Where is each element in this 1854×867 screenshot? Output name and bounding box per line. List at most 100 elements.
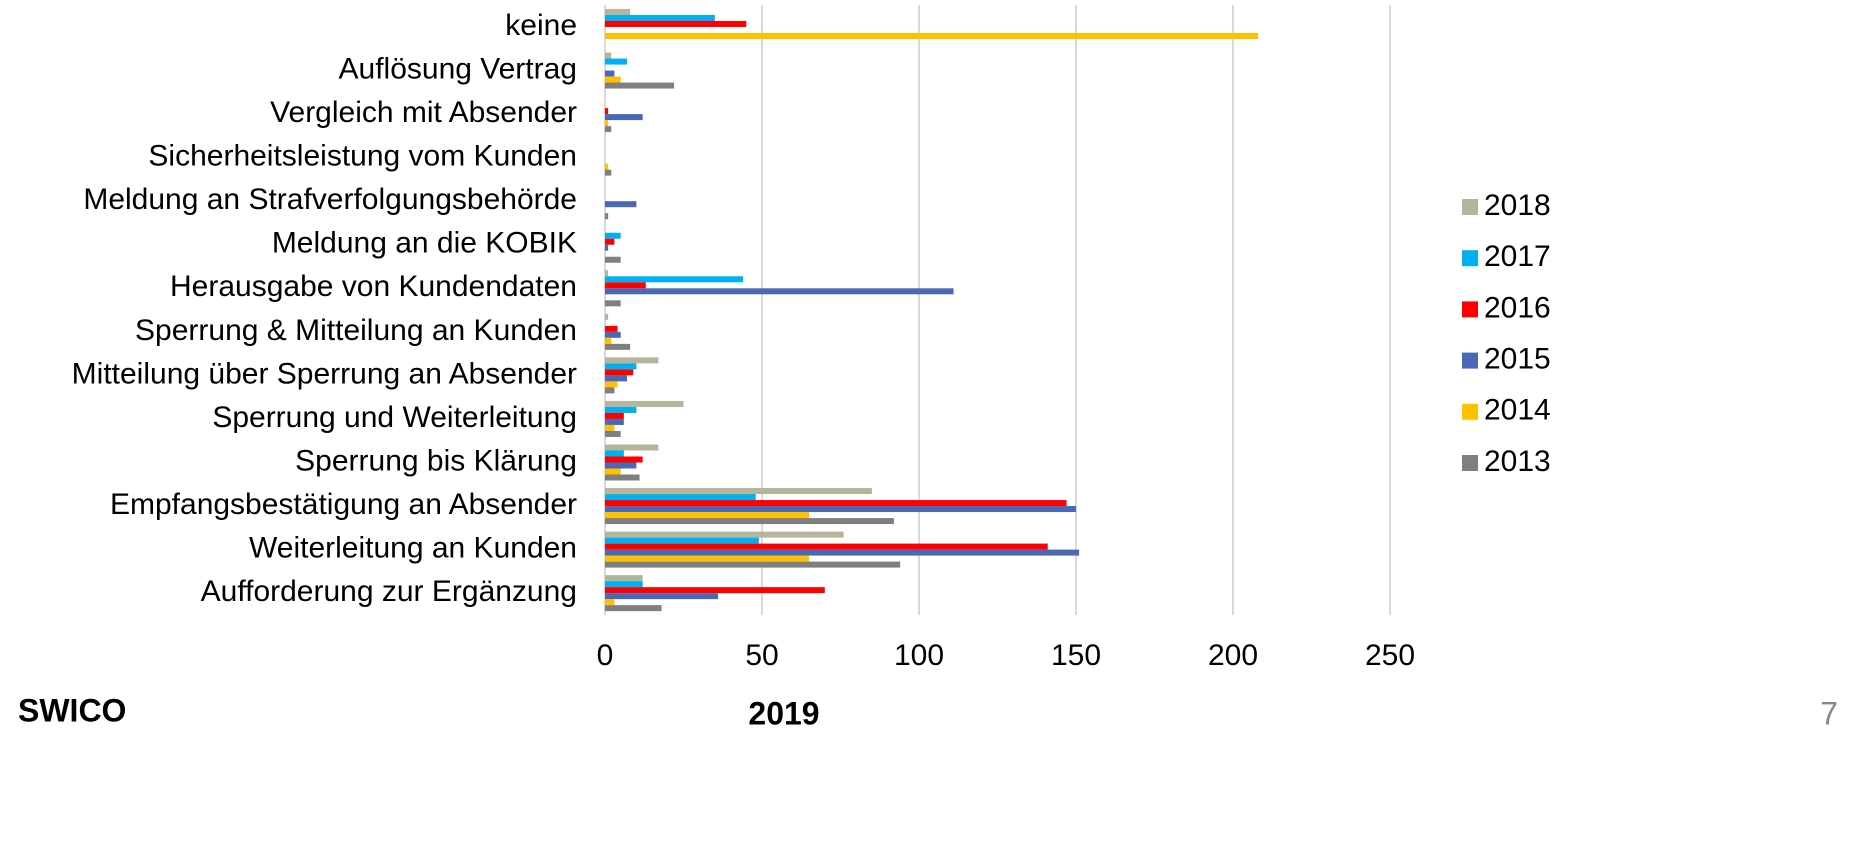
- y-tick-label: Weiterleitung an Kunden: [249, 532, 577, 565]
- bar: [605, 424, 615, 431]
- bar: [605, 605, 662, 612]
- legend-label: 2013: [1484, 445, 1551, 478]
- bar: [605, 581, 643, 588]
- y-tick-label: Sperrung bis Klärung: [295, 444, 577, 477]
- bar: [605, 126, 612, 133]
- page-number: 7: [1820, 695, 1838, 731]
- x-tick-label: 0: [597, 639, 614, 672]
- bar: [605, 33, 1259, 39]
- bar: [605, 430, 621, 437]
- x-tick-label: 250: [1365, 639, 1415, 672]
- x-tick-label: 100: [894, 639, 944, 672]
- bar: [605, 244, 609, 251]
- bar: [605, 276, 744, 283]
- bar: [605, 300, 621, 307]
- bar: [605, 120, 609, 127]
- bar: [605, 531, 844, 538]
- bar: [605, 381, 618, 388]
- y-tick-label: Meldung an die KOBIK: [272, 227, 577, 260]
- bar: [605, 406, 637, 413]
- bar: [605, 474, 640, 481]
- bar: [605, 412, 624, 419]
- bar: [605, 70, 615, 77]
- y-tick-label: Meldung an Strafverfolgungsbehörde: [83, 183, 577, 216]
- legend-swatch: [1462, 455, 1478, 471]
- bar: [605, 450, 624, 457]
- bar: [605, 325, 618, 332]
- y-tick-label: Auflösung Vertrag: [339, 52, 578, 85]
- bar: [605, 256, 621, 263]
- legend-label: 2014: [1484, 394, 1551, 427]
- bar: [605, 462, 637, 469]
- bar: [605, 82, 675, 89]
- bar: [605, 270, 609, 277]
- legend-swatch: [1462, 301, 1478, 318]
- bar: [605, 52, 612, 59]
- bar: [605, 555, 810, 562]
- bar: [605, 549, 1080, 556]
- legend-label: 2016: [1484, 291, 1551, 324]
- legend-swatch: [1462, 403, 1478, 420]
- y-tick-label: keine: [505, 9, 577, 42]
- bar: [605, 58, 627, 65]
- x-tick-label: 150: [1051, 639, 1101, 672]
- bar: [605, 575, 643, 582]
- bar: [605, 387, 615, 394]
- bar: [605, 593, 719, 600]
- bar: [605, 232, 621, 239]
- x-tick-label: 50: [745, 639, 778, 672]
- bar: [605, 375, 627, 382]
- bar: [605, 9, 631, 15]
- bar: [605, 444, 659, 451]
- bar: [605, 488, 872, 495]
- bar: [605, 500, 1067, 507]
- bar: [605, 114, 643, 121]
- bar: [605, 543, 1048, 550]
- bar: [605, 456, 643, 463]
- y-tick-label: Sperrung und Weiterleitung: [212, 401, 577, 434]
- y-tick-label: Sicherheitsleistung vom Kunden: [148, 140, 577, 173]
- logo: SWICO: [18, 692, 126, 728]
- bar: [605, 213, 609, 220]
- bar: [605, 506, 1076, 513]
- bar: [605, 331, 621, 338]
- bar: [605, 169, 612, 176]
- bar: [605, 400, 684, 407]
- bar: [605, 418, 624, 425]
- bar: [605, 537, 759, 544]
- legend-swatch: [1462, 352, 1478, 369]
- y-tick-label: Aufforderung zur Ergänzung: [201, 575, 577, 608]
- legend-swatch: [1462, 199, 1478, 215]
- legend-label: 2017: [1484, 240, 1551, 273]
- bar: [605, 238, 615, 245]
- bar: [605, 494, 756, 501]
- bar: [605, 369, 634, 376]
- bar: [605, 21, 747, 27]
- bar: [605, 282, 646, 289]
- bar: [605, 363, 637, 370]
- bar: [605, 518, 894, 525]
- bar: [605, 313, 609, 320]
- bar: [605, 288, 954, 295]
- y-tick-label: Herausgabe von Kundendaten: [170, 270, 577, 303]
- bar: [605, 599, 615, 606]
- y-tick-label: Sperrung & Mitteilung an Kunden: [135, 314, 577, 347]
- bar: [605, 337, 612, 344]
- y-tick-label: Empfangsbestätigung an Absender: [110, 488, 577, 521]
- bar: [605, 561, 901, 568]
- bar: [605, 76, 621, 83]
- y-tick-label: Mitteilung über Sperrung an Absender: [72, 357, 577, 390]
- bar: [605, 201, 637, 208]
- bar: [605, 587, 825, 594]
- y-tick-label: Vergleich mit Absender: [270, 96, 577, 129]
- bar: [605, 15, 715, 21]
- bar: [605, 163, 609, 170]
- bar: [605, 357, 659, 364]
- legend-label: 2015: [1484, 343, 1551, 376]
- year-label: 2019: [748, 695, 819, 731]
- legend-label: 2018: [1484, 189, 1551, 222]
- bar: [605, 108, 609, 115]
- x-tick-label: 200: [1208, 639, 1258, 672]
- bar: [605, 468, 621, 475]
